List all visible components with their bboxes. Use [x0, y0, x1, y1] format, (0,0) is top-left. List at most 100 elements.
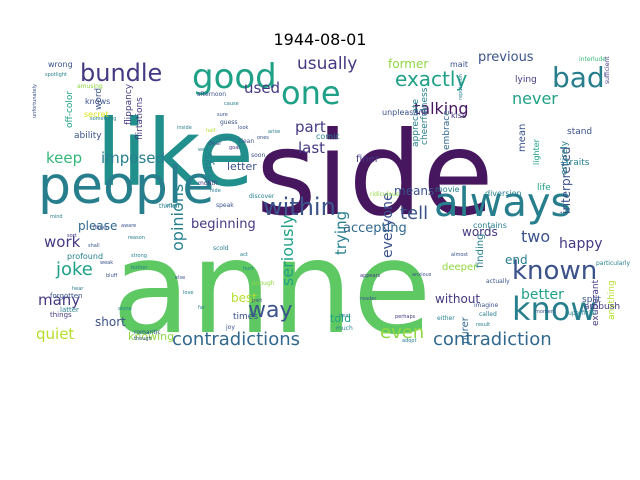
word-120: almost: [451, 252, 468, 258]
word-48: words: [462, 225, 498, 239]
word-101: enough: [252, 280, 275, 287]
word-146: reason: [128, 235, 145, 241]
word-144: often: [166, 203, 179, 209]
word-69: mait: [450, 60, 468, 69]
word-145: sort: [67, 233, 77, 239]
word-14: exactly: [395, 67, 467, 91]
word-85: off-color: [65, 91, 75, 128]
word-155: love: [183, 290, 193, 296]
word-130: guess: [220, 119, 238, 126]
word-49: told: [330, 312, 351, 325]
word-90: things: [50, 311, 72, 319]
word-111: unfortunately: [32, 84, 38, 118]
word-46: best: [231, 291, 257, 305]
word-96: sufficient: [604, 56, 611, 84]
word-103: joy: [225, 324, 235, 331]
word-125: anxious: [412, 272, 432, 278]
word-9: within: [263, 193, 336, 221]
word-5: know: [512, 290, 597, 328]
word-3: people: [38, 156, 214, 216]
word-116: though: [134, 336, 152, 342]
word-23: keep: [46, 149, 82, 167]
word-4: always: [434, 180, 571, 226]
word-109: amusing: [77, 83, 103, 90]
word-50: knowing: [128, 330, 174, 343]
word-154: else: [175, 275, 185, 281]
word-83: knows: [85, 97, 110, 106]
word-65: traits: [566, 158, 590, 168]
word-12: contradictions: [172, 329, 300, 350]
word-139: goal: [229, 145, 240, 151]
word-17: part: [295, 118, 326, 136]
word-126: well: [198, 147, 208, 153]
word-76: contains: [473, 221, 507, 230]
word-55: times: [233, 312, 258, 322]
word-73: embrace: [442, 110, 452, 150]
word-38: please: [78, 219, 117, 233]
word-72: appreciate: [411, 99, 421, 147]
word-105: speak: [216, 202, 234, 209]
word-77: movie: [435, 185, 460, 194]
word-86: wrong: [48, 60, 73, 69]
word-149: strong: [131, 253, 147, 259]
word-131: caught: [215, 136, 232, 142]
word-68: lying: [515, 75, 537, 85]
word-78: comic: [316, 132, 340, 141]
word-57: exuberant: [591, 279, 601, 326]
word-0: anne: [112, 214, 431, 363]
word-32: work: [44, 233, 81, 251]
word-13: contradiction: [433, 329, 552, 350]
word-2: like: [96, 100, 254, 207]
word-56: entirely: [560, 140, 570, 175]
word-67: lighter: [532, 138, 541, 165]
word-11: bundle: [80, 59, 162, 87]
word-133: sure: [217, 112, 228, 118]
word-95: superficial: [565, 310, 596, 317]
word-28: seriously: [278, 215, 297, 286]
word-127: dear: [208, 140, 222, 147]
word-34: quiet: [36, 325, 74, 343]
word-129: half: [206, 128, 216, 134]
word-91: romantic: [134, 329, 161, 336]
word-53: mean: [517, 124, 528, 152]
word-66: stand: [567, 127, 592, 137]
word-71: cheerfulness: [420, 87, 430, 145]
word-94: actually: [486, 278, 510, 285]
word-114: appears: [360, 273, 381, 279]
word-98: ridiculous: [370, 191, 399, 198]
word-41: former: [388, 57, 428, 71]
word-1: side: [256, 107, 494, 242]
chart-title: 1944-08-01: [273, 30, 367, 49]
word-19: never: [512, 89, 558, 108]
word-93: particularly: [596, 260, 631, 267]
word-99: afternoon: [197, 91, 226, 98]
word-79: flirtations: [135, 97, 145, 140]
word-52: ways: [201, 152, 215, 183]
word-21: tell: [400, 203, 428, 224]
word-70: kiss: [451, 111, 466, 120]
word-136: arise: [268, 129, 280, 135]
word-153: act: [240, 252, 248, 258]
word-59: purer: [460, 316, 471, 344]
word-27: opinions: [168, 184, 187, 251]
word-63: ambush: [584, 302, 620, 312]
word-15: usually: [297, 54, 357, 74]
word-47: means: [394, 184, 434, 198]
word-117: either: [437, 315, 455, 322]
word-140: inside: [177, 125, 192, 131]
word-150: weak: [100, 260, 113, 266]
word-87: profound: [67, 252, 103, 261]
word-142: mind: [50, 214, 63, 220]
word-18: last: [298, 139, 325, 157]
word-141: clean: [238, 138, 254, 145]
word-152: bluff: [106, 273, 118, 279]
word-104: month: [198, 180, 218, 187]
word-26: better: [521, 287, 564, 303]
word-156: aware: [121, 223, 136, 229]
word-51: letter: [227, 160, 257, 173]
word-124: result: [476, 322, 490, 328]
word-58: anything: [607, 280, 617, 320]
word-6: good: [192, 57, 277, 97]
word-40: previous: [478, 50, 534, 65]
word-82: secret: [84, 110, 109, 119]
